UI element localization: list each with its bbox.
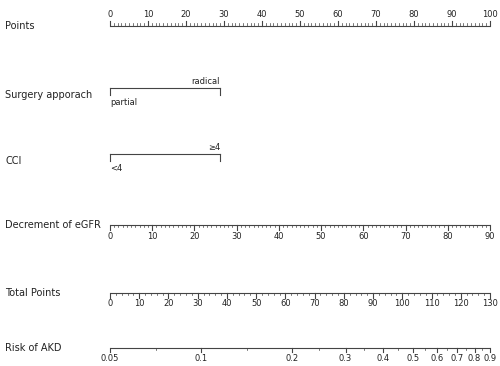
Text: ≥4: ≥4 bbox=[208, 143, 220, 152]
Text: 70: 70 bbox=[400, 232, 411, 241]
Text: 0: 0 bbox=[108, 232, 112, 241]
Text: Points: Points bbox=[5, 20, 34, 31]
Text: 0.4: 0.4 bbox=[377, 354, 390, 363]
Text: 0.3: 0.3 bbox=[339, 354, 352, 363]
Text: <4: <4 bbox=[110, 164, 122, 173]
Text: 40: 40 bbox=[222, 299, 232, 309]
Text: 10: 10 bbox=[147, 232, 158, 241]
Text: 30: 30 bbox=[218, 10, 230, 19]
Text: 10: 10 bbox=[143, 10, 154, 19]
Text: 80: 80 bbox=[338, 299, 349, 309]
Text: 90: 90 bbox=[485, 232, 495, 241]
Text: 0.7: 0.7 bbox=[450, 354, 464, 363]
Text: 60: 60 bbox=[280, 299, 290, 309]
Text: 30: 30 bbox=[232, 232, 242, 241]
Text: 50: 50 bbox=[251, 299, 262, 309]
Text: 60: 60 bbox=[332, 10, 344, 19]
Text: 40: 40 bbox=[274, 232, 284, 241]
Text: Decrement of eGFR: Decrement of eGFR bbox=[5, 220, 101, 230]
Text: 0.8: 0.8 bbox=[468, 354, 481, 363]
Text: 0.2: 0.2 bbox=[286, 354, 299, 363]
Text: 120: 120 bbox=[453, 299, 468, 309]
Text: 80: 80 bbox=[442, 232, 453, 241]
Text: 20: 20 bbox=[181, 10, 191, 19]
Text: CCI: CCI bbox=[5, 156, 21, 166]
Text: 100: 100 bbox=[394, 299, 410, 309]
Text: 70: 70 bbox=[370, 10, 382, 19]
Text: 0: 0 bbox=[108, 10, 112, 19]
Text: 100: 100 bbox=[482, 10, 498, 19]
Text: Surgery apporach: Surgery apporach bbox=[5, 90, 92, 100]
Text: 50: 50 bbox=[316, 232, 326, 241]
Text: 10: 10 bbox=[134, 299, 144, 309]
Text: 0: 0 bbox=[108, 299, 112, 309]
Text: partial: partial bbox=[110, 98, 137, 107]
Text: 0.5: 0.5 bbox=[406, 354, 419, 363]
Text: 130: 130 bbox=[482, 299, 498, 309]
Text: 90: 90 bbox=[447, 10, 457, 19]
Text: 50: 50 bbox=[295, 10, 305, 19]
Text: 30: 30 bbox=[192, 299, 203, 309]
Text: 70: 70 bbox=[310, 299, 320, 309]
Text: 90: 90 bbox=[368, 299, 378, 309]
Text: radical: radical bbox=[192, 77, 220, 86]
Text: 0.6: 0.6 bbox=[430, 354, 444, 363]
Text: 20: 20 bbox=[189, 232, 200, 241]
Text: 60: 60 bbox=[358, 232, 368, 241]
Text: 0.05: 0.05 bbox=[101, 354, 119, 363]
Text: 80: 80 bbox=[408, 10, 420, 19]
Text: Risk of AKD: Risk of AKD bbox=[5, 343, 62, 353]
Text: 0.9: 0.9 bbox=[484, 354, 496, 363]
Text: 110: 110 bbox=[424, 299, 440, 309]
Text: Total Points: Total Points bbox=[5, 288, 60, 298]
Text: 20: 20 bbox=[163, 299, 173, 309]
Text: 40: 40 bbox=[257, 10, 267, 19]
Text: 0.1: 0.1 bbox=[194, 354, 207, 363]
